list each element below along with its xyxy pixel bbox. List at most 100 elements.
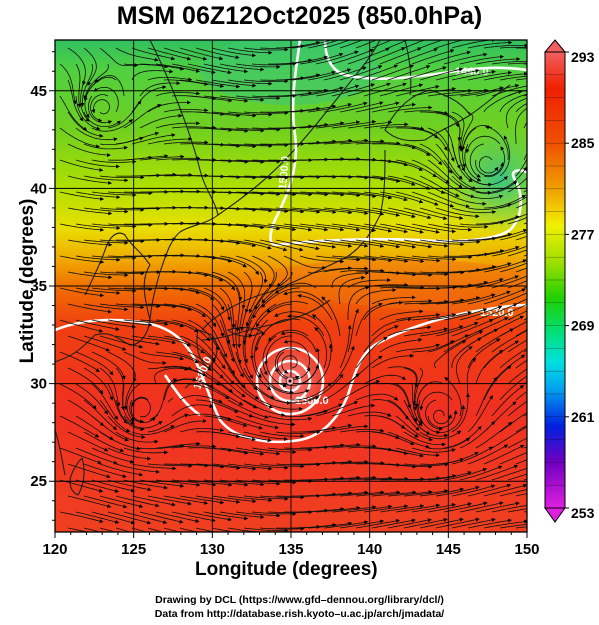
streamline — [339, 101, 384, 113]
streamline — [307, 138, 353, 145]
y-tick-label: 30 — [30, 376, 47, 393]
streamline — [466, 357, 477, 400]
streamline — [107, 383, 128, 424]
wind-streamlines — [59, 40, 527, 532]
streamline — [99, 399, 131, 433]
streamline — [315, 343, 333, 385]
streamline — [515, 359, 527, 369]
colorbar-tick-label: 285 — [571, 135, 595, 151]
streamline — [243, 47, 289, 52]
streamline — [435, 207, 480, 219]
streamline — [363, 374, 406, 385]
streamline — [491, 385, 525, 417]
streamline — [339, 65, 383, 81]
streamline — [235, 223, 281, 231]
streamline — [403, 367, 417, 406]
streamline — [331, 255, 377, 262]
streamline — [179, 395, 223, 404]
streamline — [499, 93, 527, 113]
streamline — [507, 508, 527, 513]
streamline — [339, 490, 385, 497]
streamline — [267, 191, 313, 197]
streamline — [243, 239, 288, 252]
streamline — [281, 355, 298, 374]
streamline — [371, 518, 416, 529]
y-tick-label: 40 — [30, 180, 47, 197]
streamline — [275, 175, 321, 180]
y-axis-ticks: 45 40 35 30 25 — [30, 51, 55, 521]
streamline — [371, 102, 416, 113]
streamline — [483, 71, 527, 81]
streamline — [243, 79, 289, 84]
streamline — [275, 207, 321, 214]
streamline — [515, 267, 527, 273]
streamline — [179, 79, 225, 88]
streamline — [403, 431, 446, 447]
streamline — [315, 50, 359, 65]
streamline — [475, 275, 519, 289]
x-axis-label: Longitude (degrees) — [195, 559, 378, 580]
streamline — [387, 431, 430, 449]
streamline — [187, 255, 233, 263]
streamline — [387, 366, 419, 389]
streamline — [451, 265, 497, 273]
streamline — [83, 303, 129, 312]
streamline — [99, 175, 145, 180]
streamline — [363, 476, 409, 481]
streamline — [243, 207, 289, 214]
streamline — [483, 90, 523, 113]
streamline — [292, 426, 337, 433]
streamline — [251, 255, 275, 288]
streamline — [403, 271, 449, 277]
streamline — [419, 517, 464, 529]
streamline — [483, 288, 526, 305]
streamline — [115, 206, 161, 211]
streamline — [387, 490, 433, 497]
streamline — [307, 491, 353, 497]
streamline — [91, 511, 136, 525]
streamline — [331, 475, 377, 481]
streamline — [147, 527, 164, 532]
streamline — [274, 347, 301, 373]
streamline — [93, 86, 119, 113]
streamline — [227, 271, 246, 310]
streamline — [347, 308, 359, 353]
streamline — [255, 303, 293, 328]
streamline — [67, 303, 112, 314]
streamline — [155, 121, 201, 129]
streamline — [75, 255, 121, 262]
streamline — [99, 527, 117, 532]
streamline — [259, 239, 304, 252]
streamline — [315, 442, 361, 449]
streamline — [261, 287, 300, 308]
streamline — [491, 424, 527, 449]
streamline — [483, 519, 527, 529]
streamline — [491, 61, 527, 65]
streamline — [443, 191, 487, 206]
streamline — [507, 249, 527, 257]
streamline — [379, 47, 422, 65]
streamline — [515, 235, 527, 241]
streamline — [212, 207, 257, 212]
streamline — [107, 511, 152, 525]
colorbar-tick-label: 277 — [571, 226, 595, 242]
streamline — [83, 47, 97, 86]
streamline — [75, 319, 120, 331]
streamline — [91, 119, 134, 132]
streamline — [211, 271, 243, 302]
streamline — [339, 139, 385, 145]
streamline — [163, 335, 205, 354]
streamline — [299, 507, 345, 513]
streamline — [420, 111, 460, 128]
streamline — [280, 331, 317, 353]
streamline — [147, 303, 193, 311]
streamline — [115, 495, 160, 508]
streamline — [147, 47, 192, 61]
streamline — [443, 88, 489, 97]
streamline — [211, 495, 257, 504]
streamline — [67, 175, 112, 185]
streamline — [323, 101, 368, 113]
x-tick-label: 120 — [42, 541, 67, 558]
streamline — [478, 156, 499, 174]
streamline — [451, 517, 496, 529]
